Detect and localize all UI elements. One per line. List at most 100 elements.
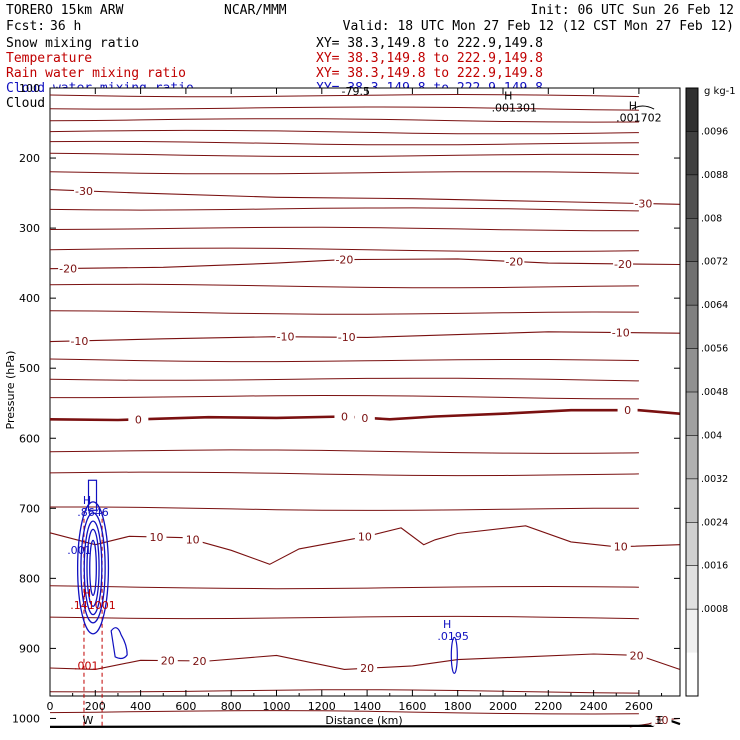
isotherm-label: 0 (341, 411, 348, 424)
x-tick-label: 2400 (580, 700, 608, 713)
y-tick-label: 800 (19, 572, 40, 585)
x-tick-label: 2000 (489, 700, 517, 713)
isotherm-label: 10 (186, 534, 200, 547)
isotherm-label-bg (651, 713, 672, 726)
isotherm-line (49, 140, 639, 146)
isotherm-label: -30 (75, 185, 93, 198)
header-center: NCAR/MMM (224, 3, 287, 18)
x-tick-label: 200 (85, 700, 106, 713)
isotherm-label: 10 (149, 531, 163, 544)
x-tick-label: 0 (47, 700, 54, 713)
isotherm-line (49, 283, 639, 289)
y-tick-label: 300 (19, 222, 40, 235)
isotherm-line (49, 615, 639, 620)
isotherm-line (49, 377, 639, 382)
cloud-water-contour (76, 501, 110, 635)
isotherm-label: -10 (338, 331, 356, 344)
field-xy: XY= 38.3,149.8 to 222.9,149.8 (316, 51, 543, 66)
header-fcst-label: Fcst: (6, 19, 45, 34)
isotherm-label-bg (613, 257, 634, 270)
header-fcst-value: 36 h (50, 19, 81, 34)
isotherm-label: 10 (358, 531, 372, 544)
isotherm-label: 10 (614, 541, 628, 554)
isotherm-label: -20 (505, 256, 523, 269)
y-tick-label: 900 (19, 642, 40, 655)
isotherm-line (49, 226, 639, 232)
isotherm-line (49, 152, 639, 158)
isotherm-label: -30 (634, 198, 652, 211)
isotherm-label-bg (357, 662, 378, 675)
isotherm-line (49, 471, 639, 477)
plot-frame (49, 87, 681, 697)
isotherm-label-bg (334, 253, 355, 266)
isotherm-0 (49, 408, 680, 422)
cloud-water-contour (87, 479, 98, 511)
isotherm-label-bg (354, 530, 375, 543)
colorbar-unit: g kg-1 (704, 86, 736, 97)
isotherm-label-bg (73, 184, 94, 197)
west-endpoint: W (83, 714, 94, 727)
field-xy: XY= 38.3,149.8 to 222.9,149.8 (316, 66, 543, 81)
isotherm-line (49, 106, 639, 111)
cloud-water-max-label: H (443, 618, 451, 631)
colorbar-swatch (686, 392, 698, 436)
cloud-water-contour (83, 520, 103, 616)
isotherm-label: -20 (335, 254, 353, 267)
isotherm-label-bg (633, 197, 654, 210)
colorbar-label: .0088 (701, 170, 728, 181)
isotherm-label-bg (626, 649, 647, 662)
isotherm-label: 20 (192, 655, 206, 668)
isotherm-line (49, 207, 639, 212)
isotherm-label-bg (189, 654, 210, 667)
isotherm-line (49, 358, 639, 363)
isotherm-label-bg (182, 533, 203, 546)
isotherm-line (49, 449, 639, 454)
isotherm-line (49, 689, 639, 694)
rain-water-max-value: .141001 (70, 599, 116, 612)
rain-water-max-label: H (83, 587, 91, 600)
snow-contour (631, 105, 655, 110)
isotherm-label: 0 (361, 412, 368, 425)
colorbar-label: .0016 (701, 561, 728, 572)
snow-max-value: .001702 (616, 111, 662, 124)
axes: 0 200 400 600 800 1000 1200 1400 1600 1800 2000 220… (12, 82, 680, 725)
x-tick-label: 1400 (353, 700, 381, 713)
isotherm-label-bg (128, 413, 149, 426)
isotherm-label-bg (354, 411, 375, 424)
cloud-water-contour (80, 512, 106, 624)
x-tick-label: 800 (221, 700, 242, 713)
isotherm-label: -20 (59, 263, 77, 276)
isotherm-label-bg (617, 404, 638, 417)
isotherm-line (49, 247, 639, 252)
isotherm--10 (49, 331, 680, 343)
isotherm-label: 30 (655, 714, 669, 727)
colorbar-swatch (686, 478, 698, 523)
field-xy: XY= 38.3,149.8 to 222.9,149.8 (316, 36, 543, 51)
isotherm-line (49, 310, 639, 315)
isotherm-line (49, 93, 639, 98)
isotherm-label: 20 (630, 649, 644, 662)
x-tick-label: 2600 (625, 700, 653, 713)
isotherm-label: 0 (624, 404, 631, 417)
colorbar-label: .0024 (701, 517, 728, 528)
colorbar-swatch (686, 609, 698, 654)
x-tick-label: 400 (130, 700, 151, 713)
snow-max-value: .001301 (492, 102, 538, 115)
isotherm-label-bg (336, 331, 357, 344)
isotherm-label-bg (275, 330, 296, 343)
x-tick-label: 1000 (263, 700, 291, 713)
cloud-water-contour (110, 627, 128, 660)
x-axis-title: Distance (km) (325, 714, 402, 727)
colorbar-swatch (686, 218, 698, 263)
colorbar-label: .0008 (701, 604, 728, 615)
y-tick-label: 1000 (12, 712, 40, 725)
cloud-water-max-label: H (83, 494, 91, 507)
hydrometeor-contours (76, 105, 655, 727)
isotherm-line (50, 394, 639, 400)
colorbar-label: .0064 (701, 300, 728, 311)
isotherm-label-bg (610, 540, 631, 553)
colorbar-swatch (686, 565, 698, 610)
colorbar-swatch (686, 131, 698, 176)
